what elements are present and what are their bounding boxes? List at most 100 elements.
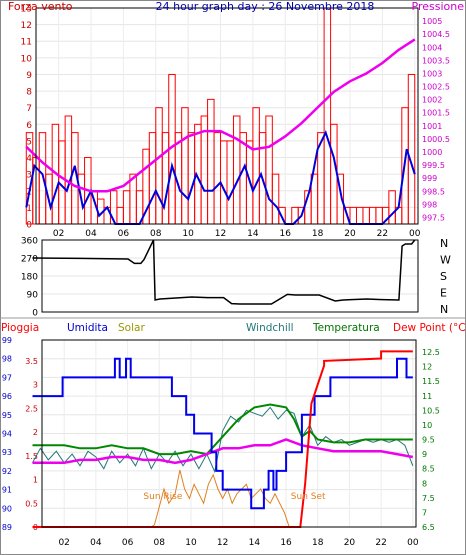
wind-force-bar — [207, 98, 215, 225]
humidity-tick: 95 — [2, 411, 12, 420]
x-tick-label: 02 — [53, 229, 64, 239]
pressure-label: Pressione — [412, 0, 465, 13]
wind-force-bar — [129, 173, 137, 225]
x-tick-label: 04 — [85, 229, 97, 239]
x-tick-label: 16 — [280, 538, 292, 548]
rain-tick: 3 — [33, 381, 38, 390]
rain-tick: 2 — [33, 428, 38, 437]
temperature-tick: 7.5 — [422, 494, 435, 503]
y-tick-left: 1 — [26, 204, 32, 214]
wind-force-bar — [368, 206, 377, 225]
x-tick-label: 16 — [280, 229, 292, 239]
wind-force-bar — [181, 107, 189, 225]
humidity-tick: 94 — [2, 430, 12, 439]
temperature-tick: 11 — [422, 392, 432, 401]
x-tick-label: 00 — [407, 538, 419, 548]
rain-tick: 1.5 — [25, 452, 38, 461]
x-tick-label: 12 — [215, 229, 226, 239]
pressure-line — [25, 38, 416, 193]
y-tick-left: 13 — [21, 5, 32, 15]
humidity-tick: 97 — [2, 373, 12, 382]
direction-tick: 0 — [32, 309, 38, 319]
humidity-line — [32, 357, 413, 510]
wind-force-bar — [271, 173, 280, 225]
wind-force-bar — [362, 206, 370, 225]
wind-force-bar — [375, 206, 383, 225]
x-tick-label: 20 — [344, 538, 356, 548]
y-tick-left: 8 — [26, 88, 32, 98]
temperature-tick: 11.5 — [422, 377, 440, 386]
x-tick-label: 06 — [118, 229, 130, 239]
y-tick-left: 9 — [26, 71, 32, 81]
humidity-tick: 91 — [2, 486, 12, 495]
x-tick-label: 10 — [185, 538, 197, 548]
wind-direction-line — [32, 239, 416, 305]
legend-temperatura: Temperatura — [312, 322, 380, 334]
temperature-tick: 9.5 — [422, 436, 435, 445]
x-tick-label: 10 — [182, 229, 194, 239]
legend-solar: Solar — [118, 322, 145, 334]
wind-force-bar — [323, 7, 332, 225]
climate-plot-border — [41, 339, 417, 528]
direction-plot-border — [41, 239, 419, 313]
wind-force-bar — [349, 206, 357, 225]
windchill-line — [32, 406, 414, 474]
x-tick-label: 08 — [154, 538, 166, 548]
legend-dew-point-c-: Dew Point (°C) — [393, 322, 466, 334]
y-tick-left: 6 — [26, 121, 32, 131]
rain-tick: 0.5 — [25, 499, 38, 508]
humidity-tick: 96 — [2, 392, 12, 401]
temperature-tick: 9 — [422, 450, 427, 459]
wind-force-bar — [155, 107, 163, 225]
y-tick-right: 1000 — [422, 148, 442, 157]
humidity-tick: 90 — [2, 504, 12, 513]
y-tick-right: 999.5 — [422, 161, 445, 170]
legend-umidita: Umidita — [67, 322, 108, 334]
humidity-tick: 98 — [2, 355, 12, 364]
x-tick-label: 14 — [249, 538, 261, 548]
x-tick-label: 00 — [409, 229, 421, 239]
x-tick-label: 18 — [312, 229, 324, 239]
compass-label: N — [440, 303, 448, 316]
x-tick-label: 12 — [217, 538, 228, 548]
wind-force-bar — [148, 132, 157, 225]
temperature-tick: 12 — [422, 363, 432, 372]
wind-force-bar — [161, 132, 170, 225]
y-tick-left: 10 — [21, 54, 33, 64]
y-tick-left: 0 — [26, 221, 32, 231]
wind-plot-border — [35, 7, 419, 225]
wind-force-bar — [355, 206, 364, 225]
wind-force-bar — [187, 132, 196, 225]
wind-left-label: Forza vento — [8, 0, 73, 13]
y-tick-right: 999 — [422, 174, 437, 183]
direction-tick: 90 — [27, 291, 39, 301]
sunset-annotation: Sun Set — [291, 492, 326, 502]
dew-point-line — [32, 438, 414, 465]
temperature-tick: 7 — [422, 508, 427, 517]
wind-force-bar — [239, 132, 247, 225]
y-tick-right: 1001 — [422, 122, 442, 131]
y-tick-right: 1003.5 — [422, 56, 450, 65]
wind-force-bar — [116, 206, 124, 225]
y-tick-left: 11 — [21, 38, 32, 48]
humidity-tick: 93 — [2, 448, 12, 457]
y-tick-right: 1003 — [422, 69, 442, 78]
compass-label: W — [440, 254, 451, 267]
humidity-tick: 89 — [2, 523, 12, 532]
direction-tick: 270 — [21, 255, 38, 265]
temperature-tick: 8.5 — [422, 465, 435, 474]
x-tick-label: 06 — [122, 538, 134, 548]
y-tick-right: 1001.5 — [422, 109, 450, 118]
y-tick-left: 7 — [26, 104, 32, 114]
y-tick-right: 1005 — [422, 17, 442, 26]
y-tick-right: 998.5 — [422, 187, 445, 196]
rain-tick: 3.5 — [25, 357, 38, 366]
wind-force-bar — [252, 107, 260, 225]
wind-force-bar — [226, 140, 234, 225]
temperature-tick: 10 — [422, 421, 432, 430]
compass-label: E — [440, 287, 447, 300]
y-tick-left: 3 — [26, 171, 32, 181]
temperature-tick: 8 — [422, 479, 427, 488]
y-tick-left: 5 — [26, 137, 32, 147]
